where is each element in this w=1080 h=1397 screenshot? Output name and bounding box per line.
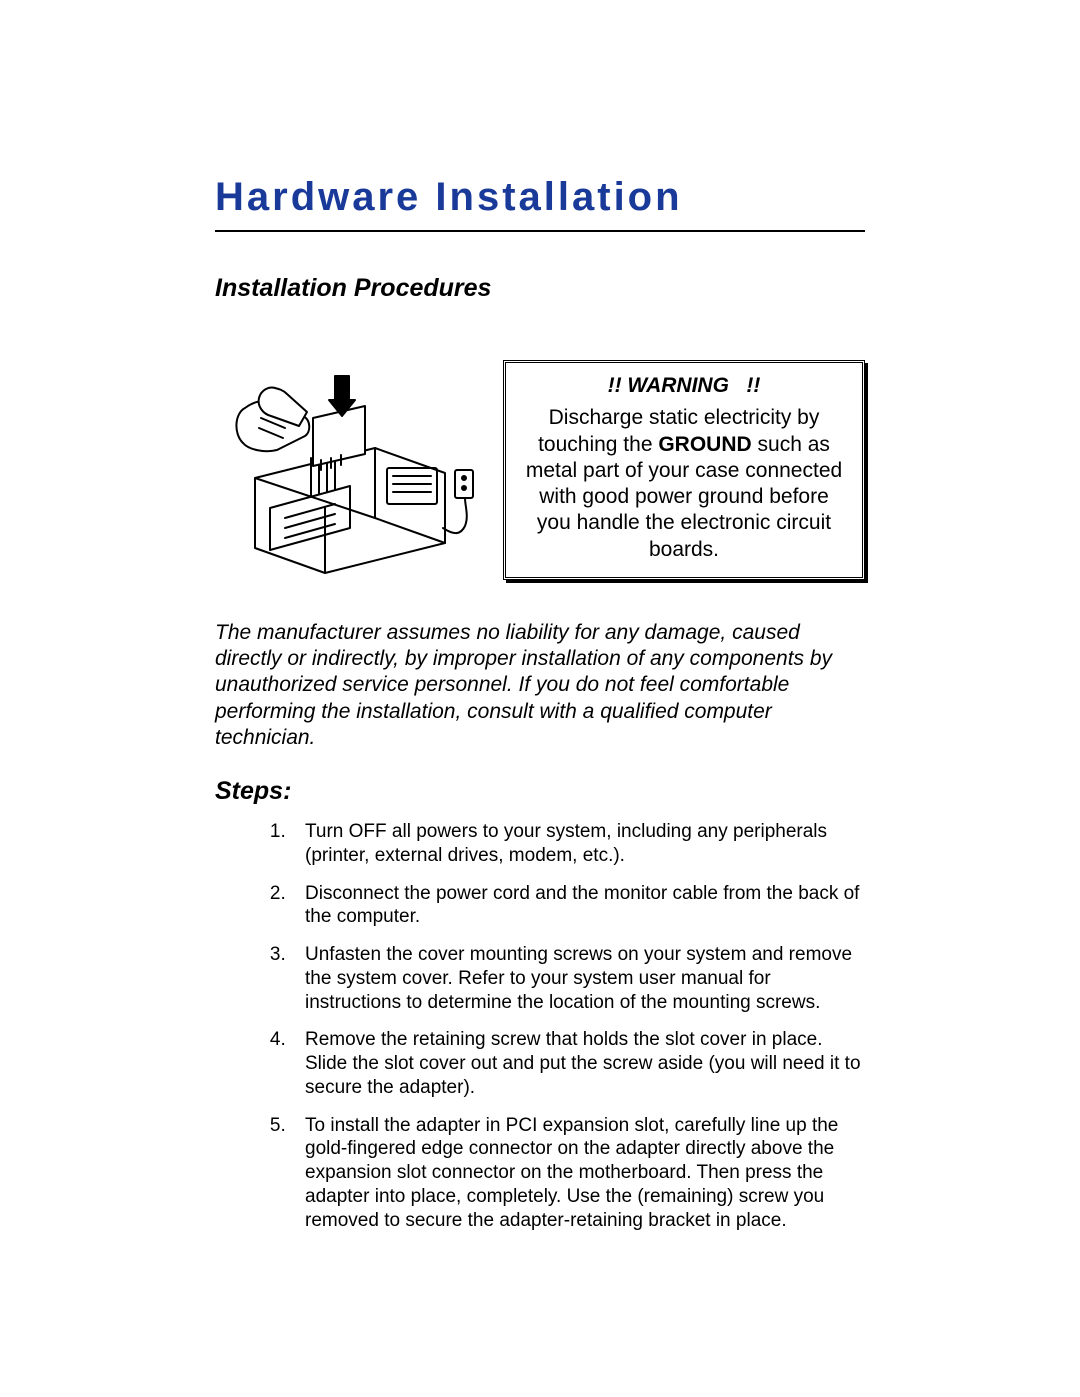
figure-and-warning-row: !! WARNING !! Discharge static electrici… (215, 358, 865, 580)
warning-title: !! WARNING !! (520, 373, 848, 399)
disclaimer-paragraph: The manufacturer assumes no liability fo… (215, 620, 865, 751)
document-page: Hardware Installation Installation Proce… (0, 0, 1080, 1232)
installation-illustration (215, 358, 475, 578)
page-title: Hardware Installation (215, 175, 865, 232)
list-item: Remove the retaining screw that holds th… (291, 1028, 865, 1099)
list-item: To install the adapter in PCI expansion … (291, 1114, 865, 1233)
list-item: Turn OFF all powers to your system, incl… (291, 820, 865, 868)
pc-case-line-drawing-icon (215, 358, 475, 578)
section-heading-procedures: Installation Procedures (215, 274, 865, 303)
warning-body: Discharge static electricity by touching… (520, 405, 848, 563)
warning-text-bold: GROUND (658, 433, 751, 456)
steps-list: Turn OFF all powers to your system, incl… (251, 820, 865, 1232)
list-item: Disconnect the power cord and the monito… (291, 882, 865, 930)
list-item: Unfasten the cover mounting screws on yo… (291, 943, 865, 1014)
warning-box: !! WARNING !! Discharge static electrici… (503, 360, 865, 580)
section-heading-steps: Steps: (215, 777, 865, 806)
